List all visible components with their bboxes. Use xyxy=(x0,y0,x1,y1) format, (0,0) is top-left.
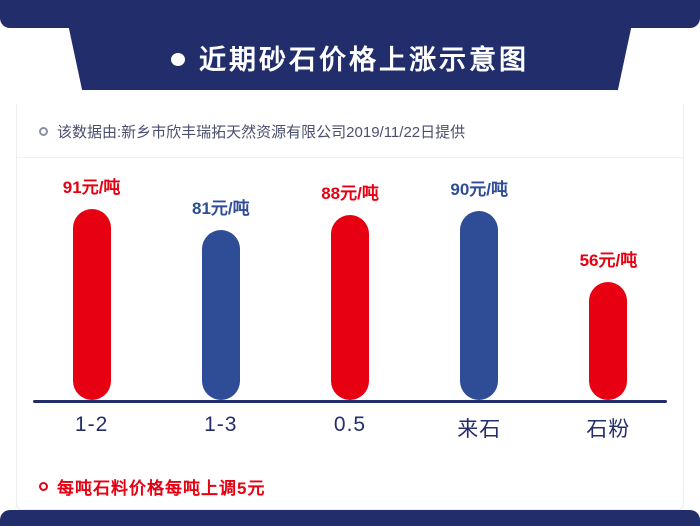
category-row: 1-2 1-3 0.5 来石 石粉 xyxy=(27,403,673,457)
bar-value-label: 90元/吨 xyxy=(450,180,509,199)
title-dot-icon xyxy=(171,52,185,66)
top-band xyxy=(0,0,700,28)
category-label: 来石 xyxy=(457,418,502,441)
bar-value-label: 56元/吨 xyxy=(579,251,638,270)
bar-group: 90元/吨 xyxy=(415,175,544,400)
bar xyxy=(201,230,240,400)
bar-value-label: 91元/吨 xyxy=(62,178,121,197)
source-note: 该数据由:新乡市欣丰瑞拓天然资源有限公司2019/11/22日提供 xyxy=(57,124,466,141)
content-card: 该数据由:新乡市欣丰瑞拓天然资源有限公司2019/11/22日提供 91元/吨 8… xyxy=(16,104,684,510)
bar-group: 56元/吨 xyxy=(544,246,673,400)
bar-group: 88元/吨 xyxy=(285,179,414,400)
bar xyxy=(331,215,369,400)
footnote-ring-icon xyxy=(39,482,48,491)
bar xyxy=(72,209,111,400)
ring-bullet-icon xyxy=(39,127,48,136)
page-title: 近期砂石价格上涨示意图 xyxy=(199,44,529,75)
bar-group: 91元/吨 xyxy=(27,173,156,400)
category-label: 1-3 xyxy=(204,413,238,436)
bottom-band xyxy=(0,510,700,526)
category-label: 0.5 xyxy=(333,413,367,436)
bar xyxy=(589,282,628,400)
chart-baseline xyxy=(33,400,667,403)
bar-value-label: 81元/吨 xyxy=(191,199,250,218)
source-note-row: 该数据由:新乡市欣丰瑞拓天然资源有限公司2019/11/22日提供 xyxy=(17,104,683,158)
chart-area: 91元/吨 81元/吨 88元/吨 90元/吨 56元/吨 1-2 1-3 0.5 来石 石粉 xyxy=(17,158,683,457)
footnote-text: 每吨石料价格每吨上调5元 xyxy=(57,479,266,498)
bar xyxy=(460,211,499,400)
bar-value-label: 88元/吨 xyxy=(321,184,379,203)
footnote-row: 每吨石料价格每吨上调5元 xyxy=(17,457,683,517)
bar-chart: 91元/吨 81元/吨 88元/吨 90元/吨 56元/吨 xyxy=(27,164,673,400)
bar-group: 81元/吨 xyxy=(156,194,285,400)
category-label: 1-2 xyxy=(74,413,109,436)
title-banner: 近期砂石价格上涨示意图 xyxy=(68,24,632,90)
category-label: 石粉 xyxy=(586,418,631,441)
